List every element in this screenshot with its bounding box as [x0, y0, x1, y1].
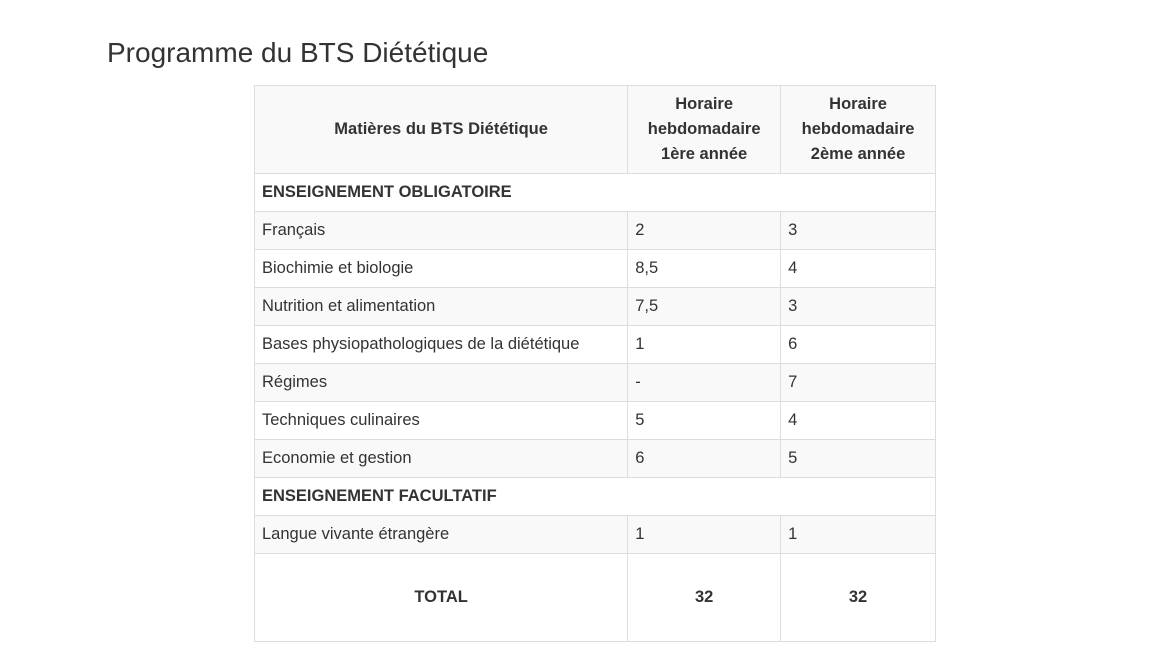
table-row: Nutrition et alimentation 7,5 3: [253, 287, 936, 326]
section-row-facultatif: ENSEIGNEMENT FACULTATIF: [254, 477, 936, 516]
total-year1: 32: [627, 553, 782, 642]
year2-cell: 4: [780, 249, 936, 288]
table-header-row: Matières du BTS Diététique Horaire hebdo…: [253, 85, 936, 174]
subject-cell: Economie et gestion: [253, 439, 629, 478]
table-row: Economie et gestion 6 5: [253, 439, 936, 478]
table-row: Langue vivante étrangère 1 1: [253, 515, 936, 554]
year2-cell: 1: [780, 515, 936, 554]
year1-cell: 7,5: [627, 287, 782, 326]
subject-cell: Bases physiopathologiques de la diététiq…: [253, 325, 629, 364]
table-row: Régimes - 7: [253, 363, 936, 402]
year1-cell: 2: [627, 211, 782, 250]
program-table: Matières du BTS Diététique Horaire hebdo…: [253, 85, 936, 642]
subject-cell: Nutrition et alimentation: [253, 287, 629, 326]
section-row-obligatoire: ENSEIGNEMENT OBLIGATOIRE: [254, 173, 936, 212]
header-year2: Horaire hebdomadaire 2ème année: [780, 85, 936, 174]
subject-cell: Régimes: [253, 363, 629, 402]
year2-cell: 3: [780, 287, 936, 326]
year2-cell: 3: [780, 211, 936, 250]
year2-cell: 5: [780, 439, 936, 478]
page-title: Programme du BTS Diététique: [107, 37, 489, 68]
header-year1: Horaire hebdomadaire 1ère année: [627, 85, 782, 174]
total-row: TOTAL 32 32: [253, 553, 936, 642]
year1-cell: 1: [627, 325, 782, 364]
subject-cell: Français: [253, 211, 629, 250]
subject-cell: Techniques culinaires: [253, 401, 629, 440]
year2-cell: 6: [780, 325, 936, 364]
subject-cell: Langue vivante étrangère: [253, 515, 629, 554]
year2-cell: 4: [780, 401, 936, 440]
year2-cell: 7: [780, 363, 936, 402]
year1-cell: 5: [627, 401, 782, 440]
year1-cell: 6: [627, 439, 782, 478]
table-row: Bases physiopathologiques de la diététiq…: [253, 325, 936, 364]
table-row: Français 2 3: [253, 211, 936, 250]
year1-cell: 8,5: [627, 249, 782, 288]
subject-cell: Biochimie et biologie: [253, 249, 629, 288]
section-label: ENSEIGNEMENT OBLIGATOIRE: [254, 173, 936, 212]
table-row: Techniques culinaires 5 4: [253, 401, 936, 440]
total-year2: 32: [780, 553, 936, 642]
total-label: TOTAL: [253, 553, 629, 642]
section-label: ENSEIGNEMENT FACULTATIF: [254, 477, 936, 516]
table-row: Biochimie et biologie 8,5 4: [253, 249, 936, 288]
year1-cell: 1: [627, 515, 782, 554]
year1-cell: -: [627, 363, 782, 402]
header-subjects: Matières du BTS Diététique: [253, 85, 629, 174]
